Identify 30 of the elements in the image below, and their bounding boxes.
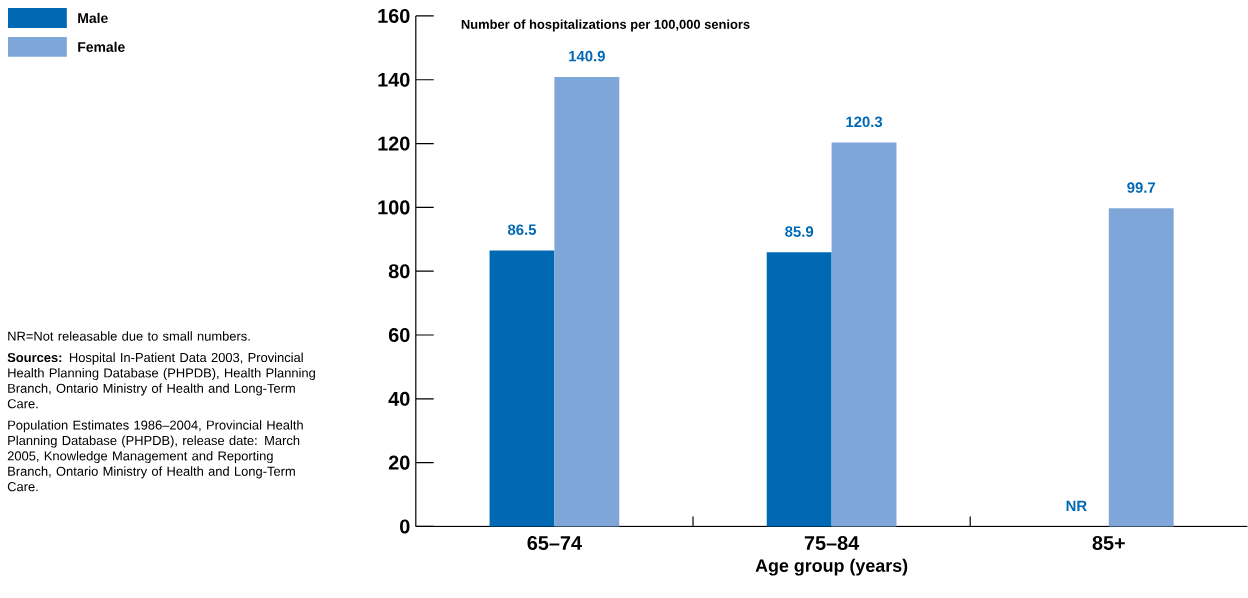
y-tick-label: 160 [378, 8, 410, 23]
y-tick-label: 60 [388, 327, 410, 342]
y-tick-label: 120 [378, 136, 410, 151]
text: NR [1066, 500, 1087, 511]
legend-label: Female [78, 41, 125, 52]
y-tick-label: 140 [378, 72, 410, 87]
y-tick-label: 20 [388, 455, 410, 470]
x-tick-label: 85+ [1092, 535, 1125, 550]
legend-label: Male [78, 12, 108, 23]
y-tick-label: 80 [388, 264, 410, 279]
bar [766, 252, 832, 527]
y-tick-label: 0 [400, 519, 410, 534]
bar [831, 142, 897, 527]
y-axis-title: Number of hospitalizations per 100,000 seniors [461, 19, 750, 32]
data-label: 86.5 [507, 224, 537, 235]
data-label: 99.7 [1127, 182, 1156, 193]
data-label: 140.9 [569, 50, 605, 62]
bar [1108, 208, 1174, 527]
text: Sources: Hospital In-Patient Data 2003, Provincial Health Planning Database (PHPDB), Health Planning Branch, Ontario Ministry of Health and Long-Term Care. [7, 352, 315, 409]
x-tick-label: 75–84 [804, 535, 860, 550]
text: NR=Not releasable due to small numbers. [8, 331, 250, 341]
data-label: 85.9 [785, 226, 814, 237]
data-label: 120.3 [846, 116, 883, 128]
x-tick-label: 65–74 [527, 535, 582, 550]
y-tick-label: 100 [378, 200, 410, 215]
y-tick-label: 40 [388, 391, 410, 406]
bar [489, 250, 555, 527]
bar [554, 76, 620, 527]
text: Population Estimates 1986–2004, Provincial Health Planning Database (PHPDB), release date: March 2005, Knowledge Management and Reporting Branch, Ontario Ministry of Health and Long-Term Care. [7, 420, 303, 492]
x-axis-title: Age group (years) [755, 558, 908, 576]
